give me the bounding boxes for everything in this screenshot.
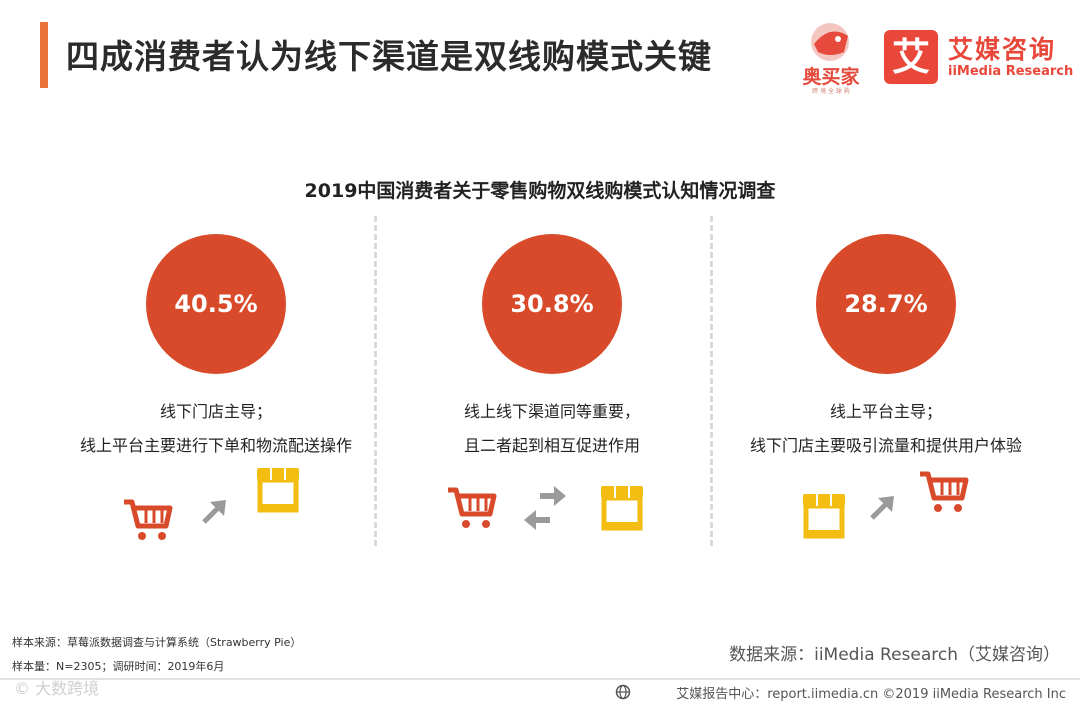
arrow-up-right-icon [870,496,894,520]
percent-label: 30.8% [510,290,594,318]
cart-icon [920,471,969,512]
panel-description-line-2: 且二者起到相互促进作用 [463,436,640,455]
watermark: © 大数跨境 [14,679,100,698]
aomaijia-logo-text: 奥买家 [802,66,860,88]
percent-circle: 28.7% [816,234,956,374]
imedia-logo-en: iiMedia Research [948,64,1074,79]
store-icon [601,486,643,531]
imedia-logo-cn: 艾媒咨询 [948,35,1057,64]
sample-source-note: 样本来源：草莓派数据调查与计算系统（Strawberry Pie） [12,636,302,649]
store-icon [803,494,845,539]
footer: 艾媒报告中心：report.iimedia.cn ©2019 iiMedia R… [0,679,1080,703]
panel-description-line-1: 线下门店主导； [159,402,272,421]
swap-arrows-icon [524,486,566,530]
footer-text: 艾媒报告中心：report.iimedia.cn ©2019 iiMedia R… [676,687,1066,702]
aomaijia-mark-icon [811,23,849,61]
title-accent-bar [40,22,48,88]
aomaijia-logo-subtext: 跨 境 全 球 购 [812,88,850,95]
percent-label: 40.5% [174,290,258,318]
panel-description-line-1: 线上线下渠道同等重要， [463,402,640,421]
panel-divider-2 [710,216,713,546]
chart-title: 2019中国消费者关于零售购物双线购模式认知情况调查 [304,180,776,202]
data-source-label: 数据来源：iiMedia Research（艾媒咨询） [729,645,1060,665]
globe-icon [615,684,631,700]
sample-size-note: 样本量：N=2305；调研时间：2019年6月 [12,660,225,673]
store-icon [257,468,299,513]
imedia-mark-icon: 艾 [884,30,938,84]
percent-label: 28.7% [844,290,928,318]
stat-panel-2: 30.8% 线上线下渠道同等重要， 且二者起到相互促进作用 [384,228,720,548]
stat-panel-3: 28.7% 线上平台主导； 线下门店主要吸引流量和提供用户体验 [718,228,1054,548]
cart-icon [124,499,173,540]
cart-icon [448,487,497,528]
aomaijia-logo: 奥买家 跨 境 全 球 购 [796,22,866,95]
percent-circle: 30.8% [482,234,622,374]
panel-description-line-2: 线下门店主要吸引流量和提供用户体验 [749,436,1022,455]
percent-circle: 40.5% [146,234,286,374]
panel-description-line-1: 线上平台主导； [829,402,942,421]
stat-panel-1: 40.5% 线下门店主导； 线上平台主要进行下单和物流配送操作 [48,228,384,548]
panel-description-line-2: 线上平台主要进行下单和物流配送操作 [79,436,352,455]
page-title: 四成消费者认为线下渠道是双线购模式关键 [66,37,712,76]
imedia-logo: 艾 艾媒咨询 iiMedia Research [884,30,1073,88]
arrow-up-right-icon [202,500,226,524]
footer-divider [0,678,1080,680]
panel-divider-1 [374,216,377,546]
